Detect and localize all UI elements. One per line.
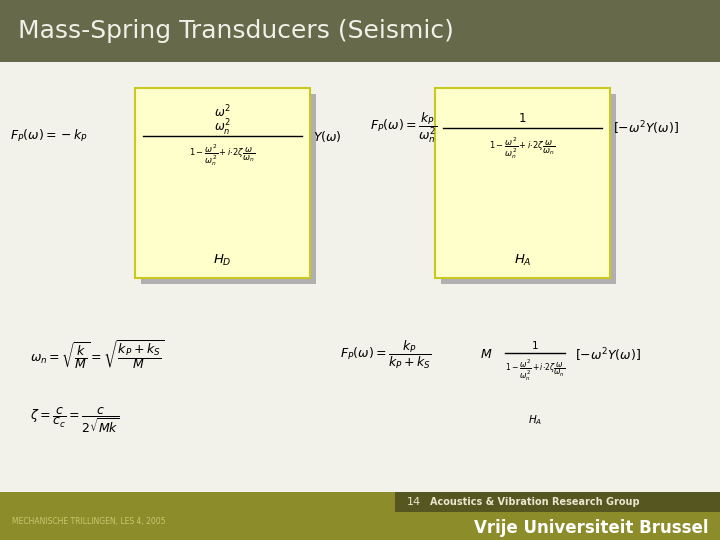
Text: $\zeta=\dfrac{c}{c_c}=\dfrac{c}{2\sqrt{Mk}}$: $\zeta=\dfrac{c}{c_c}=\dfrac{c}{2\sqrt{M… [30,405,120,435]
Text: MECHANISCHE TRILLINGEN, LES 4, 2005: MECHANISCHE TRILLINGEN, LES 4, 2005 [12,517,166,526]
Text: $Y(\omega)$: $Y(\omega)$ [313,129,342,144]
Text: $\left[-\omega^2Y(\omega)\right]$: $\left[-\omega^2Y(\omega)\right]$ [613,119,679,137]
Text: Acoustics & Vibration Research Group: Acoustics & Vibration Research Group [430,497,639,507]
Text: $F_P(\omega)=-k_P$: $F_P(\omega)=-k_P$ [10,128,89,144]
Text: $\omega^2$: $\omega^2$ [214,104,231,120]
Text: $\omega_n^2$: $\omega_n^2$ [214,118,231,138]
Bar [141,94,316,284]
Text: $\omega_n=\sqrt{\dfrac{k}{M}}=\sqrt{\dfrac{k_P+k_S}{M}}$: $\omega_n=\sqrt{\dfrac{k}{M}}=\sqrt{\dfr… [30,339,164,372]
Bar [135,88,310,278]
Bar [435,88,610,278]
Text: $H_D$: $H_D$ [213,252,232,267]
Text: Mass-Spring Transducers (Seismic): Mass-Spring Transducers (Seismic) [18,19,454,43]
Text: $\left[-\omega^2Y(\omega)\right]$: $\left[-\omega^2Y(\omega)\right]$ [575,346,641,364]
Bar [395,492,720,512]
Text: $1$: $1$ [531,339,539,351]
Text: $1-\dfrac{\omega^2}{\omega_n^2}+i{\cdot}2\zeta\dfrac{\omega}{\omega_n}$: $1-\dfrac{\omega^2}{\omega_n^2}+i{\cdot}… [505,357,565,383]
Text: $M$: $M$ [480,348,492,361]
Text: $1-\dfrac{\omega^2}{\omega_n^2}+i{\cdot}2\zeta\dfrac{\omega}{\omega_n}$: $1-\dfrac{\omega^2}{\omega_n^2}+i{\cdot}… [189,142,256,168]
Bar [441,94,616,284]
Bar [0,492,720,540]
Bar [0,0,720,62]
Text: Vrije Universiteit Brussel: Vrije Universiteit Brussel [474,519,708,537]
Text: $F_P(\omega)=\dfrac{k_P}{k_P+k_S}$: $F_P(\omega)=\dfrac{k_P}{k_P+k_S}$ [340,339,432,371]
Text: $F_P(\omega)=\dfrac{k_P}{\omega_n^2}$: $F_P(\omega)=\dfrac{k_P}{\omega_n^2}$ [370,111,437,145]
Text: $1$: $1$ [518,111,527,125]
Text: 14: 14 [407,497,421,507]
Text: $H_A$: $H_A$ [513,252,531,267]
Text: $H_A$: $H_A$ [528,413,542,427]
Text: $1-\dfrac{\omega^2}{\omega_n^2}+i{\cdot}2\zeta\dfrac{\omega}{\omega_n}$: $1-\dfrac{\omega^2}{\omega_n^2}+i{\cdot}… [490,135,556,161]
